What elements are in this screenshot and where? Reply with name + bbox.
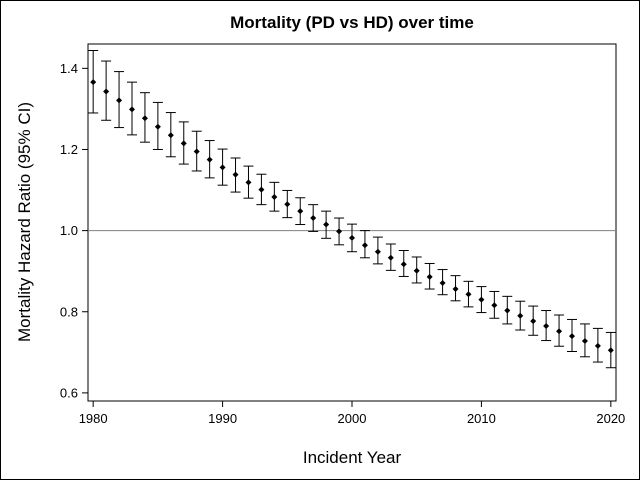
data-point xyxy=(245,179,252,186)
data-point xyxy=(167,132,174,139)
plot-area-frame xyxy=(87,43,617,402)
data-point xyxy=(206,156,213,163)
x-tick-label: 2010 xyxy=(467,411,496,426)
data-point xyxy=(543,322,550,329)
data-point xyxy=(258,186,265,193)
data-point xyxy=(336,228,343,235)
data-point xyxy=(219,164,226,171)
data-point xyxy=(607,347,614,354)
x-tick-label: 2000 xyxy=(338,411,367,426)
x-axis-label: Incident Year xyxy=(303,448,402,467)
data-point xyxy=(129,106,135,113)
data-point xyxy=(297,208,304,215)
data-point xyxy=(193,148,200,155)
data-point xyxy=(361,242,368,249)
data-point xyxy=(116,97,123,104)
data-point xyxy=(232,171,239,178)
data-point xyxy=(349,234,355,241)
data-point xyxy=(452,286,459,293)
y-tick-label: 0.6 xyxy=(60,385,78,400)
x-tick-label: 1980 xyxy=(79,411,108,426)
y-tick-label: 1.4 xyxy=(60,61,78,76)
data-point xyxy=(504,307,511,314)
data-point xyxy=(323,221,330,228)
data-point xyxy=(556,328,563,335)
x-tick-label: 1990 xyxy=(208,411,237,426)
y-tick-label: 1.0 xyxy=(60,223,78,238)
data-point xyxy=(439,279,446,286)
data-point xyxy=(465,291,472,298)
data-point xyxy=(517,312,524,319)
data-point xyxy=(284,201,291,208)
data-point xyxy=(569,333,575,340)
data-point xyxy=(413,267,420,274)
data-point xyxy=(141,115,148,122)
data-point xyxy=(103,88,110,95)
data-point xyxy=(581,337,588,344)
data-point xyxy=(594,342,601,349)
data-point xyxy=(154,123,161,130)
x-tick-label: 2020 xyxy=(596,411,625,426)
data-point xyxy=(310,215,317,222)
data-point xyxy=(478,296,485,303)
data-point xyxy=(530,318,537,325)
data-point xyxy=(400,261,407,268)
data-point xyxy=(374,248,381,255)
y-tick-label: 0.8 xyxy=(60,304,78,319)
y-tick-label: 1.2 xyxy=(60,142,78,157)
data-point xyxy=(271,193,278,200)
chart-title: Mortality (PD vs HD) over time xyxy=(230,13,474,32)
y-axis-label: Mortality Hazard Ratio (95% CI) xyxy=(15,102,34,342)
data-point xyxy=(387,254,394,261)
data-point xyxy=(426,273,433,280)
data-point xyxy=(90,79,97,86)
data-point xyxy=(491,302,498,309)
data-point xyxy=(180,140,187,147)
